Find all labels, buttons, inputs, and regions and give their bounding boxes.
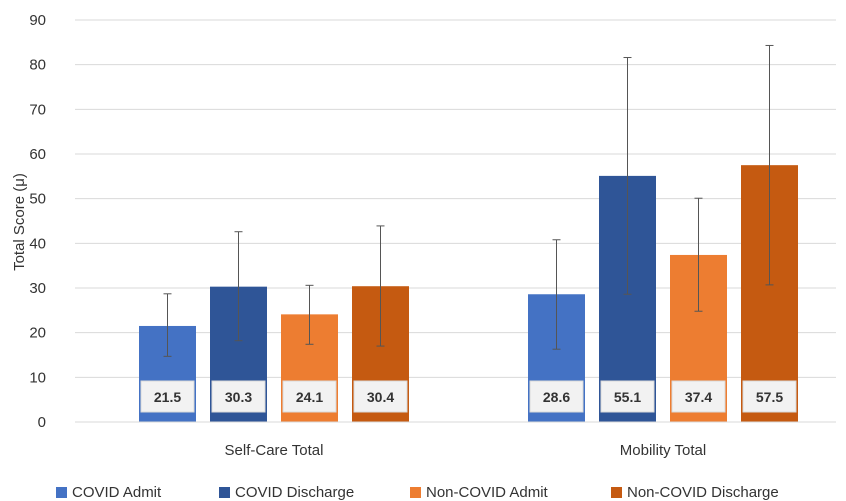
data-label: 21.5 — [154, 389, 181, 405]
data-label-box — [140, 380, 195, 413]
legend-swatch — [611, 487, 622, 498]
y-tick-label: 90 — [29, 12, 46, 29]
y-tick-label: 20 — [29, 325, 46, 342]
data-label-box — [742, 380, 797, 413]
x-category-label: Self-Care Total — [225, 442, 324, 459]
x-axis-categories: Self-Care Total Mobility Total — [225, 442, 707, 459]
gridlines — [75, 19, 836, 378]
legend-label: COVID Admit — [72, 484, 162, 501]
x-category-label: Mobility Total — [620, 442, 706, 459]
legend-swatch — [56, 487, 67, 498]
y-axis-label: Total Score (μ) — [11, 173, 28, 271]
legend-label: Non-COVID Discharge — [627, 484, 779, 501]
legend: COVID Admit COVID Discharge Non-COVID Admi… — [56, 484, 779, 501]
data-label-box — [353, 380, 408, 413]
data-label: 55.1 — [614, 389, 641, 405]
y-tick-label: 50 — [29, 191, 46, 208]
data-label: 28.6 — [543, 389, 570, 405]
y-tick-label: 40 — [29, 235, 46, 252]
y-axis-ticks: 0 10 20 30 40 50 60 70 80 90 — [29, 12, 46, 431]
legend-swatch — [219, 487, 230, 498]
y-tick-label: 70 — [29, 101, 46, 118]
data-label-box — [282, 380, 337, 413]
y-tick-label: 30 — [29, 280, 46, 297]
data-label-box — [211, 380, 266, 413]
data-label: 30.4 — [367, 389, 394, 405]
error-bars — [163, 44, 774, 357]
data-label: 24.1 — [296, 389, 323, 405]
y-tick-label: 0 — [38, 414, 46, 431]
data-labels: 21.5 30.3 24.1 30.4 28.6 55.1 37.4 57.5 — [140, 380, 797, 413]
y-tick-label: 60 — [29, 146, 46, 163]
y-tick-label: 80 — [29, 57, 46, 74]
legend-swatch — [410, 487, 421, 498]
y-tick-label: 10 — [29, 369, 46, 386]
data-label: 37.4 — [685, 389, 712, 405]
data-label: 57.5 — [756, 389, 783, 405]
legend-label: Non-COVID Admit — [426, 484, 549, 501]
data-label-box — [671, 380, 726, 413]
data-label-box — [529, 380, 584, 413]
data-label: 30.3 — [225, 389, 252, 405]
legend-label: COVID Discharge — [235, 484, 354, 501]
data-label-box — [600, 380, 655, 413]
